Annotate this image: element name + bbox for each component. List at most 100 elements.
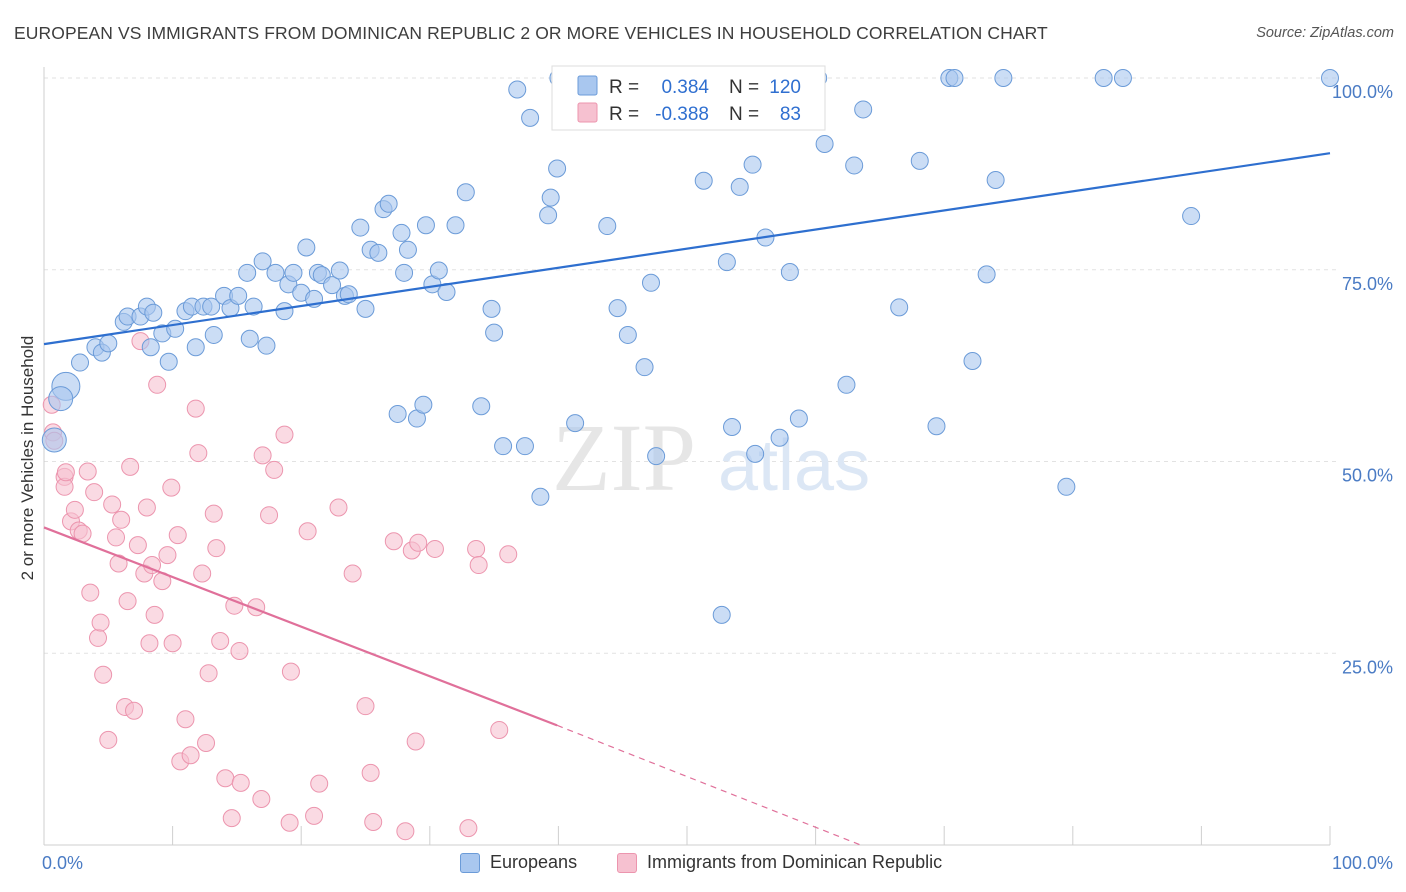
immigrants-point-77 [467,539,486,558]
europeans-point-102 [845,156,864,175]
immigrants-point-42 [189,444,208,463]
europeans-point-40 [330,261,349,280]
europeans-point-26 [240,329,259,348]
europeans-point-81 [635,358,654,377]
europeans-point-91 [723,417,742,436]
europeans-point-11 [141,338,160,357]
europeans-point-60 [456,183,475,202]
y-axis-title: 2 or more Vehicles in Household [18,336,37,581]
legend-swatch-europeans [577,75,598,96]
immigrants-point-35 [162,478,181,497]
europeans-point-71 [548,159,567,178]
immigrants-swatch [617,852,637,873]
europeans-point-46 [369,243,388,262]
source-label: Source: ZipAtlas.com [1256,25,1394,41]
immigrants-point-41 [186,399,205,418]
europeans-point-76 [598,217,617,236]
immigrants-point-36 [163,634,182,653]
immigrants-point-40 [181,746,200,765]
europeans-point-103 [854,100,873,119]
europeans-point-39 [323,276,342,295]
x-tick-label-max: 100.0% [1332,853,1393,873]
europeans-trend-line [43,152,1331,346]
europeans-point-101 [837,375,856,394]
immigrants-point-31 [145,605,164,624]
immigrants-point-55 [252,789,271,808]
europeans-point-105 [910,151,929,170]
europeans-point-28 [253,252,272,271]
europeans-point-73 [566,414,585,433]
legend-n-value-immigrants: 83 [780,104,801,125]
immigrants-label: Immigrants from Dominican Republic [647,852,943,872]
immigrants-point-24 [125,701,144,720]
europeans-point-65 [508,80,527,99]
immigrants-point-19 [109,554,128,573]
immigrants-point-15 [94,665,113,684]
europeans-point-93 [743,155,762,174]
immigrants-point-79 [490,720,509,739]
immigrants-point-67 [356,697,375,716]
europeans-point-52 [398,240,417,259]
europeans-point-83 [647,447,666,466]
immigrants-point-37 [168,526,187,545]
europeans-point-3 [71,353,90,372]
europeans-point-98 [789,409,808,428]
immigrants-point-75 [425,539,444,558]
europeans-point-96 [770,428,789,447]
legend-r-label-europeans: R = [609,77,639,98]
immigrants-point-28 [137,498,156,517]
legend-swatch-immigrants [577,102,598,123]
europeans-point-94 [746,444,765,463]
immigrants-point-7 [65,500,84,519]
immigrants-point-59 [275,425,294,444]
europeans-point-24 [229,286,248,305]
europeans-point-62 [485,323,504,342]
y-tick-label-100: 100.0% [1332,82,1393,102]
immigrants-point-32 [148,375,167,394]
europeans-point-44 [356,299,375,318]
immigrants-point-25 [128,536,147,555]
immigrants-point-45 [199,664,218,683]
europeans-point-12 [144,303,163,322]
immigrants-point-20 [112,510,131,529]
europeans-point-31 [275,302,294,321]
immigrants-point-47 [207,539,226,558]
immigrants-point-65 [329,498,348,517]
europeans-point-20 [202,297,221,316]
europeans-point-66 [515,437,534,456]
europeans-point-50 [392,223,411,242]
europeans-point-77 [608,299,627,318]
immigrants-point-29 [140,634,159,653]
europeans-point-1 [48,386,74,412]
trend-lines [43,152,1331,846]
immigrants-point-22 [118,592,137,611]
series-legend: Europeans Immigrants from Dominican Repu… [0,852,1406,878]
europeans-points [41,69,1339,624]
legend-r-value-europeans: 0.384 [661,77,709,98]
europeans-point-111 [986,171,1005,190]
legend-item-immigrants[interactable]: Immigrants from Dominican Republic [617,852,942,873]
immigrants-point-34 [158,546,177,565]
europeans-swatch [460,852,480,873]
axes [43,67,1331,846]
immigrants-point-68 [361,763,380,782]
europeans-point-21 [204,325,223,344]
legend-n-label-europeans: N = [729,77,759,98]
europeans-point-6 [99,334,118,353]
europeans-point-117 [1321,69,1339,87]
legend-item-europeans[interactable]: Europeans [460,852,577,873]
europeans-point-100 [815,134,834,153]
europeans-point-104 [890,298,909,317]
europeans-point-14 [159,352,178,371]
immigrants-point-56 [253,446,272,465]
grid [44,77,1336,654]
europeans-point-109 [963,352,982,371]
europeans-point-89 [712,605,731,624]
europeans-point-48 [379,194,398,213]
stats-legend: R = 0.384 N = 120 R = -0.388 N = 83 [551,65,826,131]
immigrants-point-64 [310,774,329,793]
immigrants-point-66 [343,564,362,583]
immigrants-point-52 [230,641,249,660]
europeans-point-90 [717,253,736,272]
